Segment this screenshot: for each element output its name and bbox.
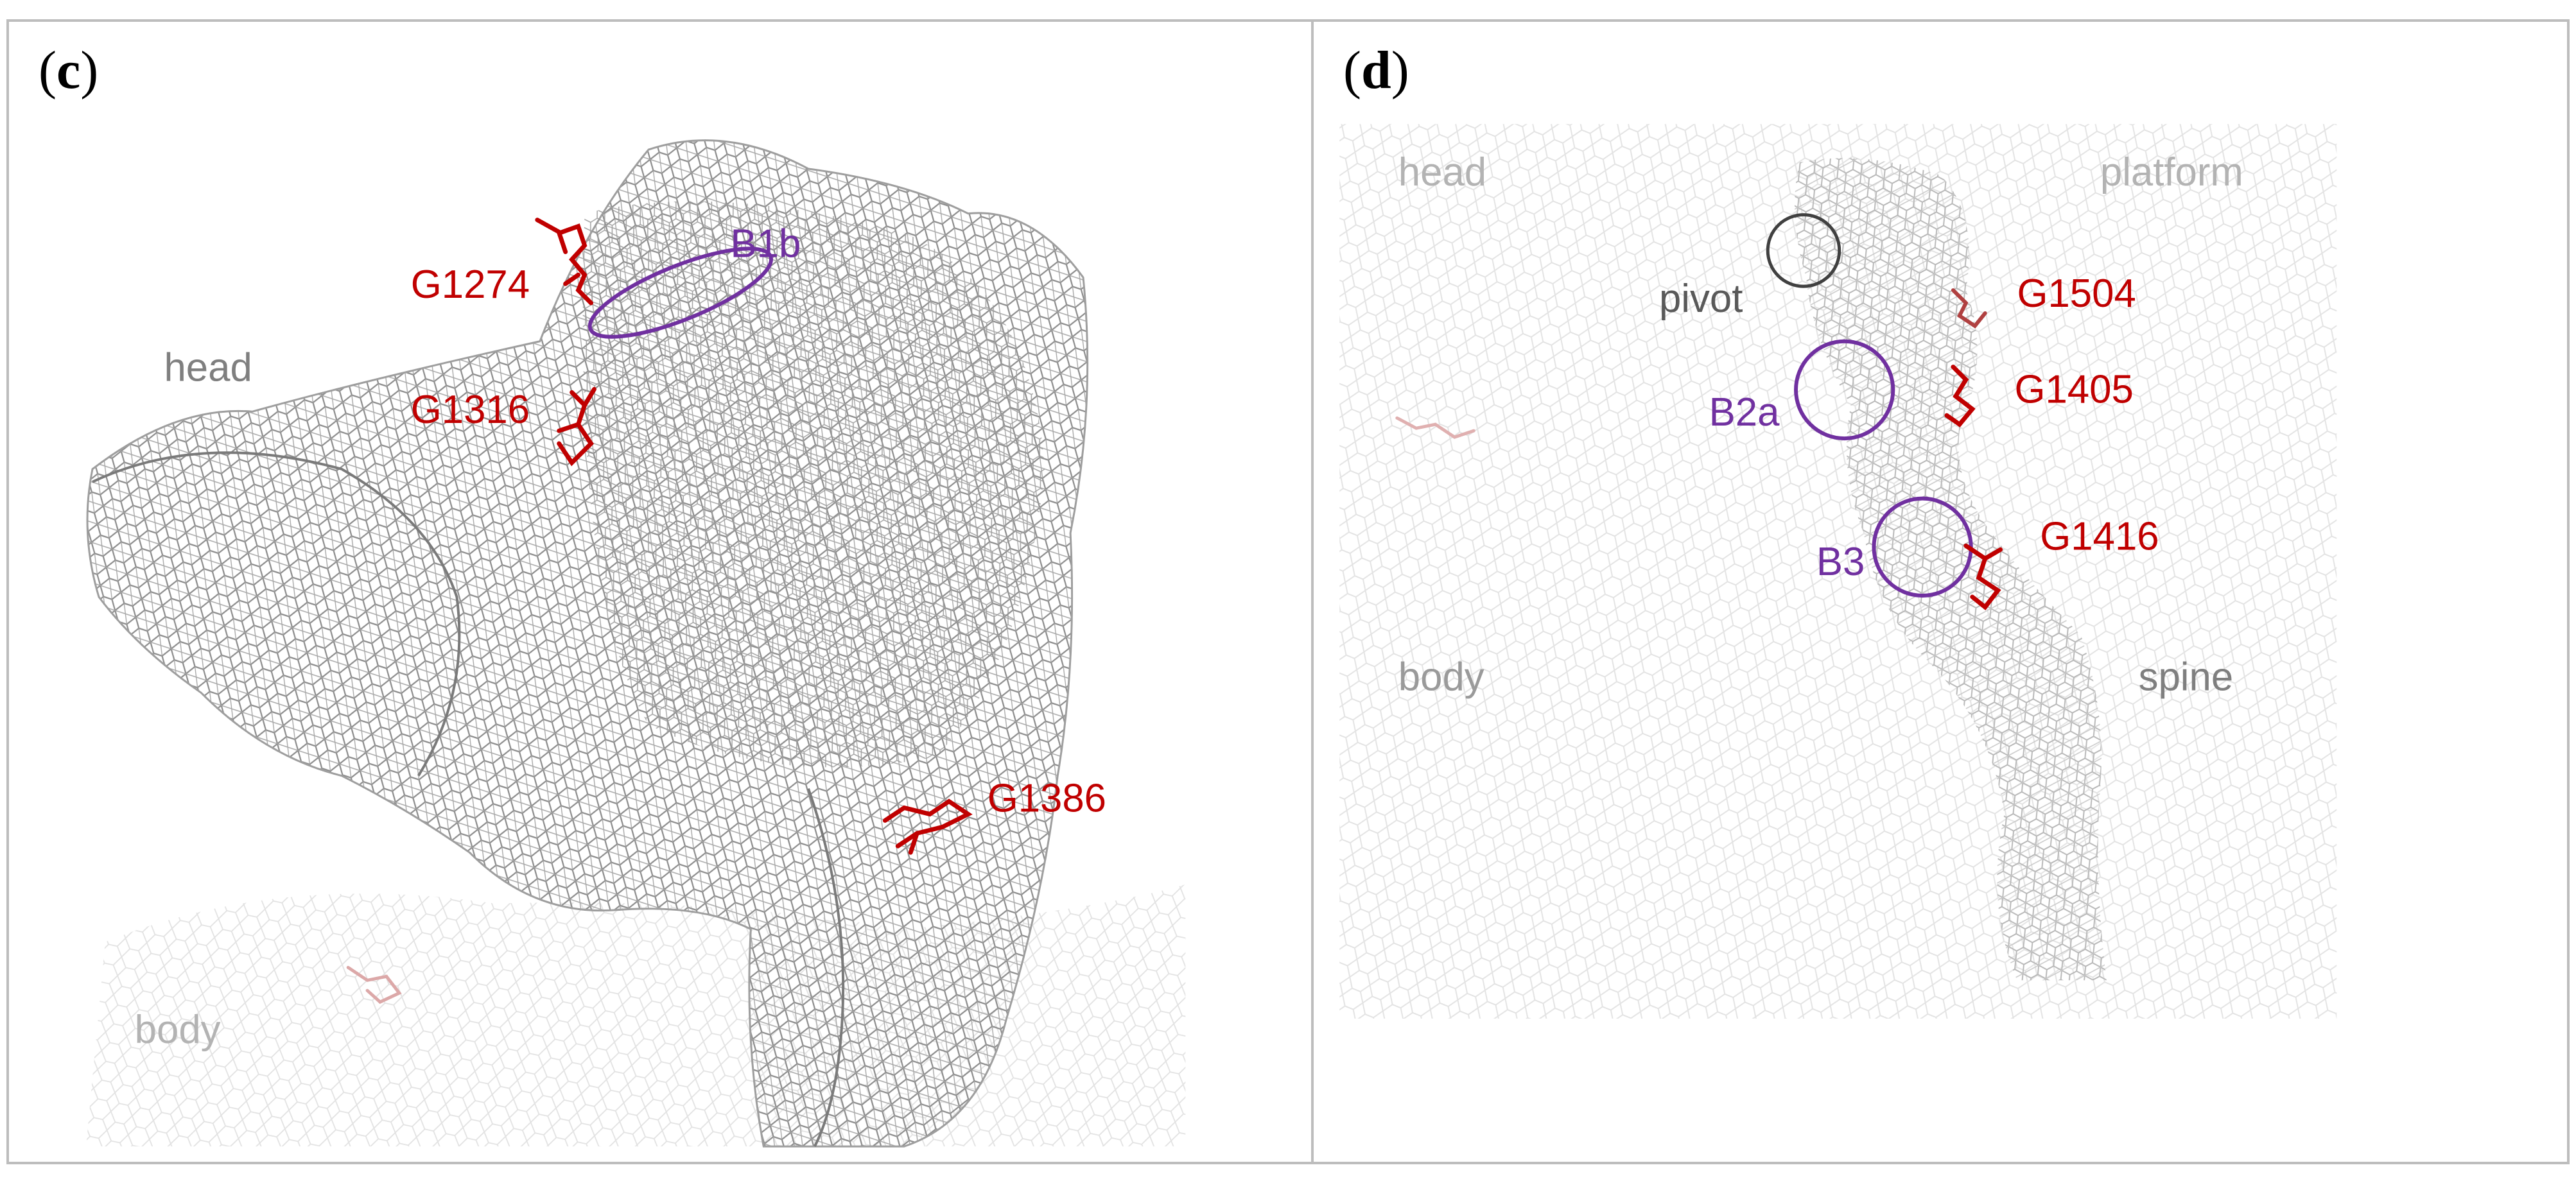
residue-faded-head [1395,416,1475,439]
label-body: body [135,1008,221,1052]
label-spine: spine [2139,655,2234,699]
panel-c: (c) [6,19,1314,1164]
spine-region [1795,158,2107,981]
panel-c-molecule-image: B1b G1274 G1316 G1386 head body [86,139,1186,1148]
label-g1405: G1405 [2014,367,2133,411]
bridge-b1b-ellipse [587,246,774,339]
label-b3: B3 [1816,540,1865,584]
residue-g1386 [882,798,973,855]
label-g1386: G1386 [988,776,1106,820]
label-head: head [1398,150,1486,194]
residue-g1274 [535,218,593,306]
residue-g1405 [1944,365,1976,427]
label-b1b: B1b [731,221,801,266]
label-g1316: G1316 [411,388,530,432]
panel-d-label: (d) [1343,40,1409,100]
label-body: body [1398,655,1484,699]
panel-c-label: (c) [39,40,99,100]
ribosome-core-mesh [582,201,1045,768]
label-b2a: B2a [1709,390,1780,435]
head-backbone [92,451,461,777]
pivot-circle [1766,213,1841,288]
residue-g1316 [557,386,596,467]
residue-faded-body [346,965,402,1004]
panel-d-molecule-image: head platform pivot G1504 B2a G1405 B3 G… [1339,124,2337,1019]
bridge-b2a-circle [1794,339,1895,441]
label-g1416: G1416 [2040,514,2159,558]
label-head: head [164,345,252,390]
label-platform: platform [2100,150,2243,194]
residue-g1504 [1951,288,1987,329]
helix-backbone [807,788,845,1147]
label-pivot: pivot [1659,277,1743,321]
label-g1274: G1274 [411,263,530,307]
label-g1504: G1504 [2017,272,2136,316]
panel-d: (d) [1311,19,2570,1164]
residue-g1416 [1963,543,2003,610]
